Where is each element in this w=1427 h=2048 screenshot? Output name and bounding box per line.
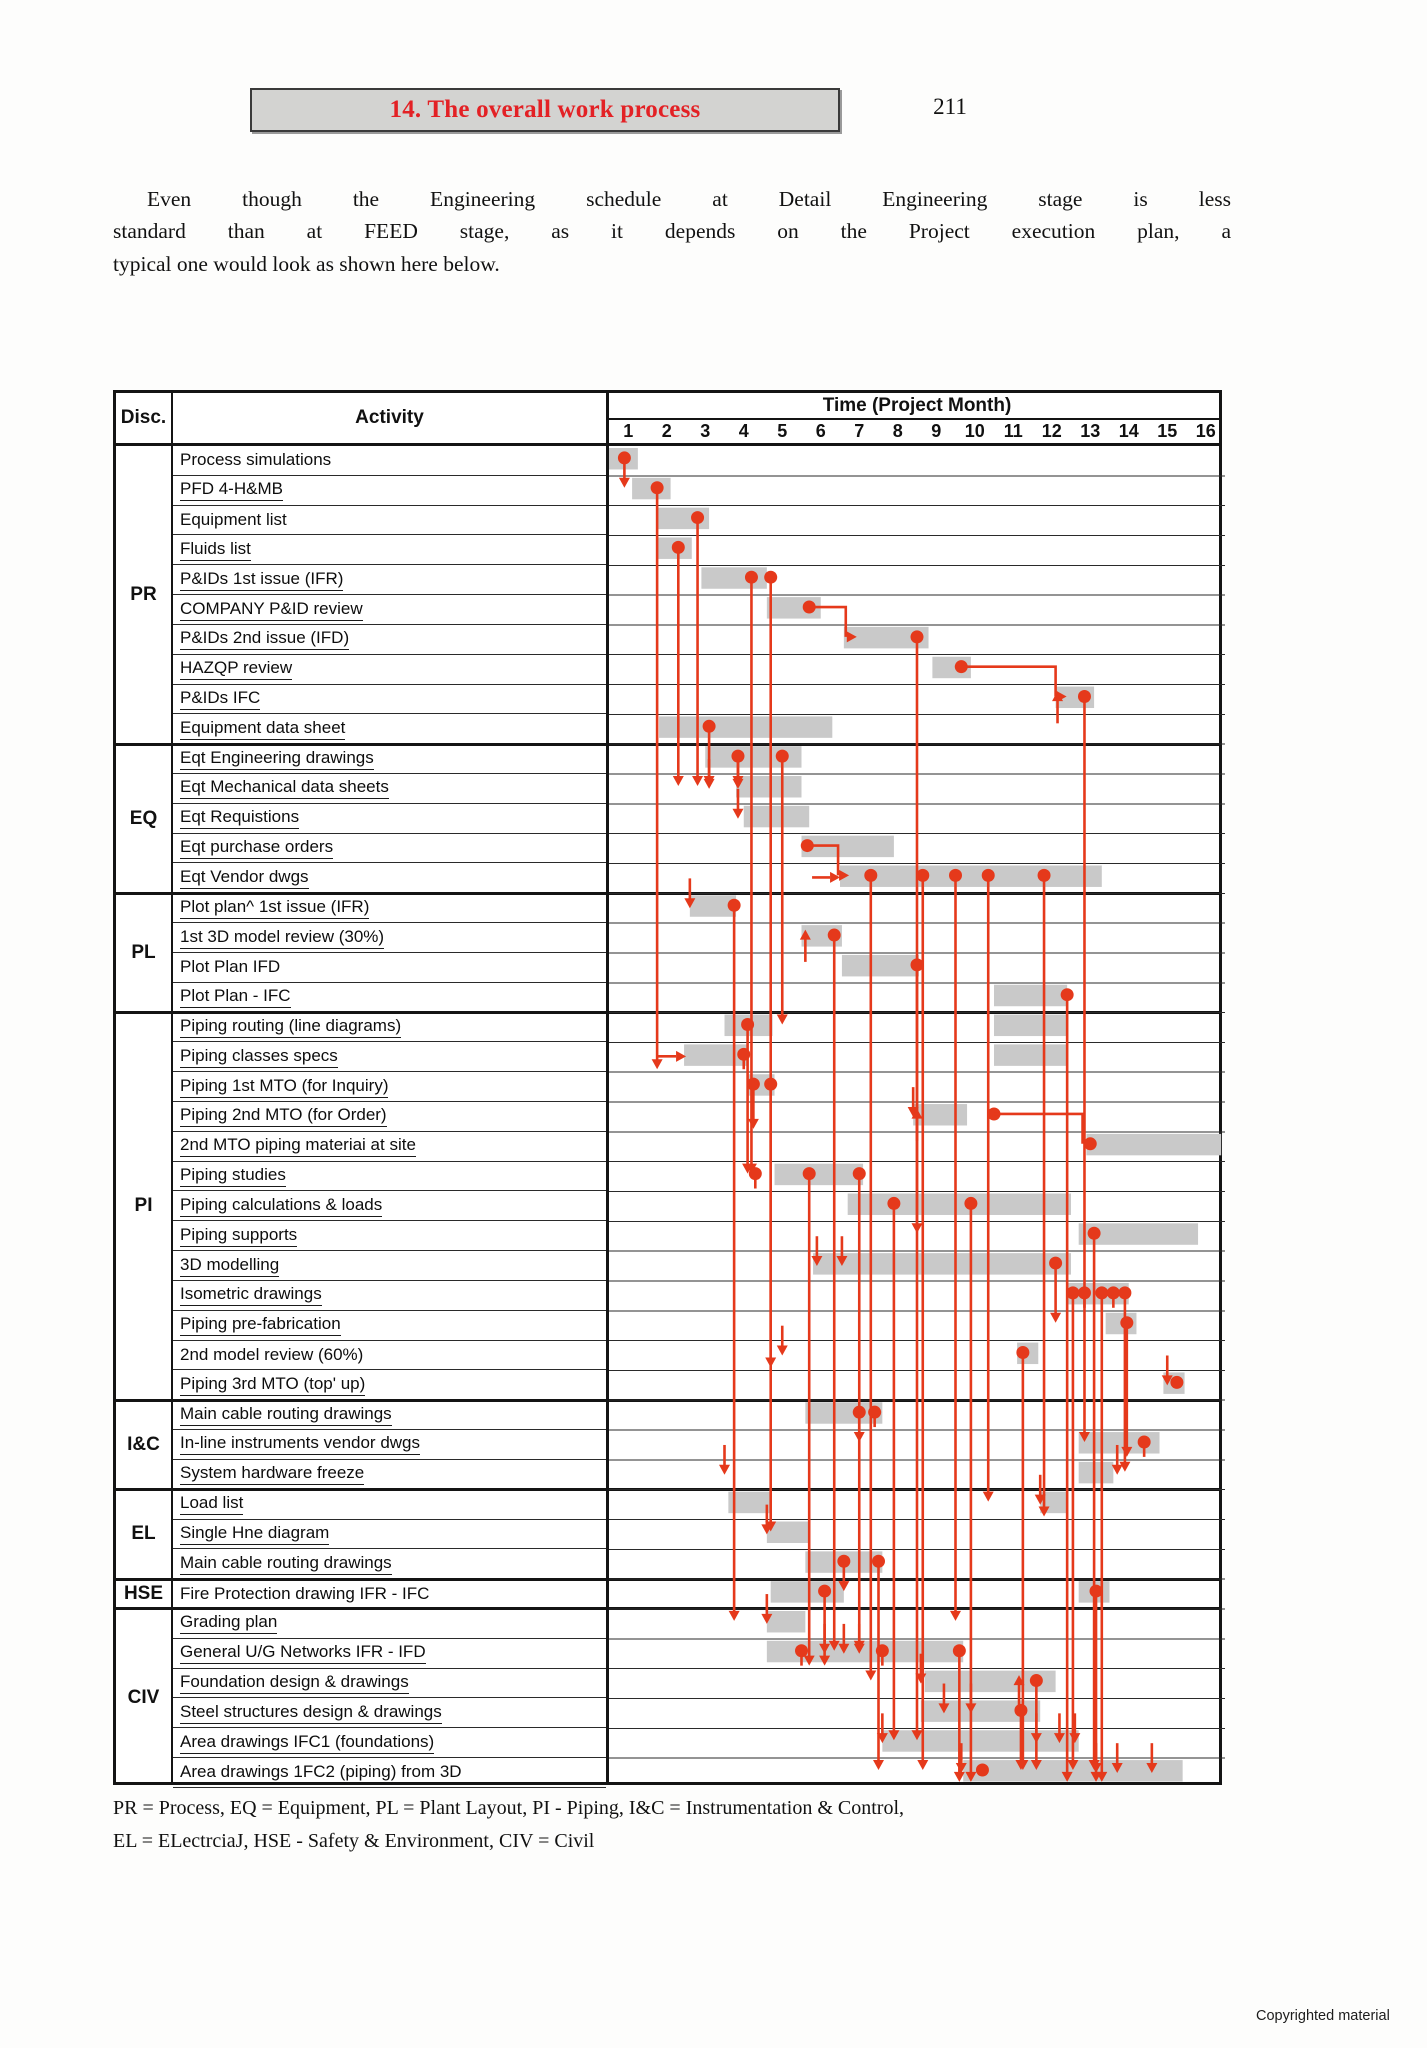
activity-label: Eqt Mechanical data sheets: [173, 774, 606, 804]
page-number: 211: [933, 94, 967, 119]
activity-label: P&IDs 1st issue (IFR): [173, 565, 606, 596]
header-divider: [609, 418, 1219, 420]
activity-label: Piping pre-fabrication: [173, 1311, 606, 1341]
month-label: 8: [892, 420, 903, 441]
discipline-label: PR: [130, 584, 157, 606]
activity-label: Piping 2nd MTO (for Order): [173, 1102, 606, 1132]
activity-label: Area drawings 1FC2 (piping) from 3D: [173, 1758, 606, 1788]
activity-label: Plot Plan - IFC: [173, 983, 606, 1013]
month-label: 9: [931, 420, 942, 441]
activity-label: Main cable routing drawings: [173, 1549, 606, 1580]
discipline-label: PL: [131, 941, 156, 963]
month-label: 5: [777, 420, 788, 441]
paragraph-line: typical one would look as shown here bel…: [113, 251, 500, 276]
month-label: 10: [964, 420, 985, 441]
month-label: 12: [1041, 420, 1062, 441]
activity-label: Single Hne diagram: [173, 1520, 606, 1550]
gantt-chart: [609, 448, 1225, 1782]
chapter-title-banner: 14. The overall work process: [250, 88, 840, 132]
legend-line: EL = ELectrciaJ, HSE - Safety & Environm…: [113, 1830, 595, 1852]
copyright-note: Copyrighted material: [1256, 2008, 1390, 2024]
activity-label: Piping 1st MTO (for Inquiry): [173, 1072, 606, 1103]
activity-label: Load list: [173, 1490, 606, 1520]
activity-label: Equipment list: [173, 506, 606, 536]
activity-label: Fire Protection drawing IFR - IFC: [173, 1579, 606, 1609]
activity-label: Foundation design & drawings: [173, 1669, 606, 1699]
month-label: 16: [1195, 420, 1216, 441]
month-label: 15: [1157, 420, 1178, 441]
month-label: 6: [815, 420, 826, 441]
activity-label: Area drawings IFC1 (foundations): [173, 1728, 606, 1759]
activity-label: Piping supports: [173, 1221, 606, 1252]
column-divider: [606, 393, 609, 1782]
activity-label: P&IDs IFC: [173, 685, 606, 715]
month-label: 4: [738, 420, 749, 441]
activity-label: COMPANY P&ID review: [173, 595, 606, 625]
month-label: 13: [1080, 420, 1101, 441]
paragraph-line: standard than at FEED stage, as it depen…: [113, 219, 1231, 244]
activity-label: General U/G Networks IFR - IFD: [173, 1639, 606, 1669]
activity-label: System hardware freeze: [173, 1460, 606, 1490]
discipline-label: EL: [131, 1523, 156, 1545]
activity-label: Piping calculations & loads: [173, 1192, 606, 1222]
activity-label: In-line instruments vendor dwgs: [173, 1430, 606, 1460]
activity-label: 2nd model review (60%): [173, 1341, 606, 1371]
abbreviation-legend: PR = Process, EQ = Equipment, PL = Plant…: [113, 1792, 1253, 1858]
activity-label: Plot Plan IFD: [173, 953, 606, 983]
discipline-label: CIV: [127, 1687, 160, 1709]
activity-label: PFD 4-H&MB: [173, 476, 606, 506]
column-divider: [171, 393, 173, 1782]
header-disc: Disc.: [120, 407, 167, 428]
chapter-title: 14. The overall work process: [389, 96, 701, 123]
activity-label: Piping routing (line diagrams): [173, 1013, 606, 1043]
intro-paragraph: Even though the Engineering schedule at …: [113, 183, 1231, 280]
discipline-label: I&C: [127, 1433, 160, 1455]
header-time: Time (Project Month): [822, 394, 1012, 416]
month-label: 11: [1003, 420, 1023, 441]
activity-label: P&IDs 2nd issue (IFD): [173, 625, 606, 655]
discipline-label: PI: [134, 1195, 153, 1217]
activity-label: Eqt Engineering drawings: [173, 744, 606, 774]
activity-label: Eqt Requistions: [173, 804, 606, 834]
discipline-label: EQ: [129, 807, 158, 829]
discipline-label: HSE: [123, 1583, 164, 1605]
legend-line: PR = Process, EQ = Equipment, PL = Plant…: [113, 1797, 905, 1819]
paragraph-line: Even though the Engineering schedule at …: [147, 187, 1231, 211]
activity-label: Piping classes specs: [173, 1042, 606, 1073]
activity-label: HAZQP review: [173, 655, 606, 685]
activity-label: Equipment data sheet: [173, 714, 606, 745]
activity-label: Isometric drawings: [173, 1281, 606, 1311]
activity-label: 3D modelling: [173, 1251, 606, 1281]
header-activity: Activity: [355, 407, 424, 428]
activity-label: Piping 3rd MTO (top' up): [173, 1370, 606, 1401]
month-label: 14: [1118, 420, 1139, 441]
activity-label: Piping studies: [173, 1162, 606, 1192]
month-label: 7: [854, 420, 865, 441]
activity-label: Steel structures design & drawings: [173, 1698, 606, 1729]
month-label: 3: [700, 420, 711, 441]
activity-label: Plot plan^ 1st issue (IFR): [173, 893, 606, 924]
month-label: 2: [661, 420, 672, 441]
activity-label: 1st 3D model review (30%): [173, 923, 606, 953]
activity-label: Grading plan: [173, 1609, 606, 1639]
month-label: 1: [623, 420, 634, 441]
activity-label: Main cable routing drawings: [173, 1400, 606, 1431]
activity-label: Process simulations: [173, 446, 606, 476]
activity-label: Eqt Vendor dwgs: [173, 863, 606, 894]
activity-label: Fluids list: [173, 535, 606, 566]
header-divider: [116, 443, 1219, 446]
activity-label: 2nd MTO piping materiai at site: [173, 1132, 606, 1162]
activity-label: Eqt purchase orders: [173, 834, 606, 864]
